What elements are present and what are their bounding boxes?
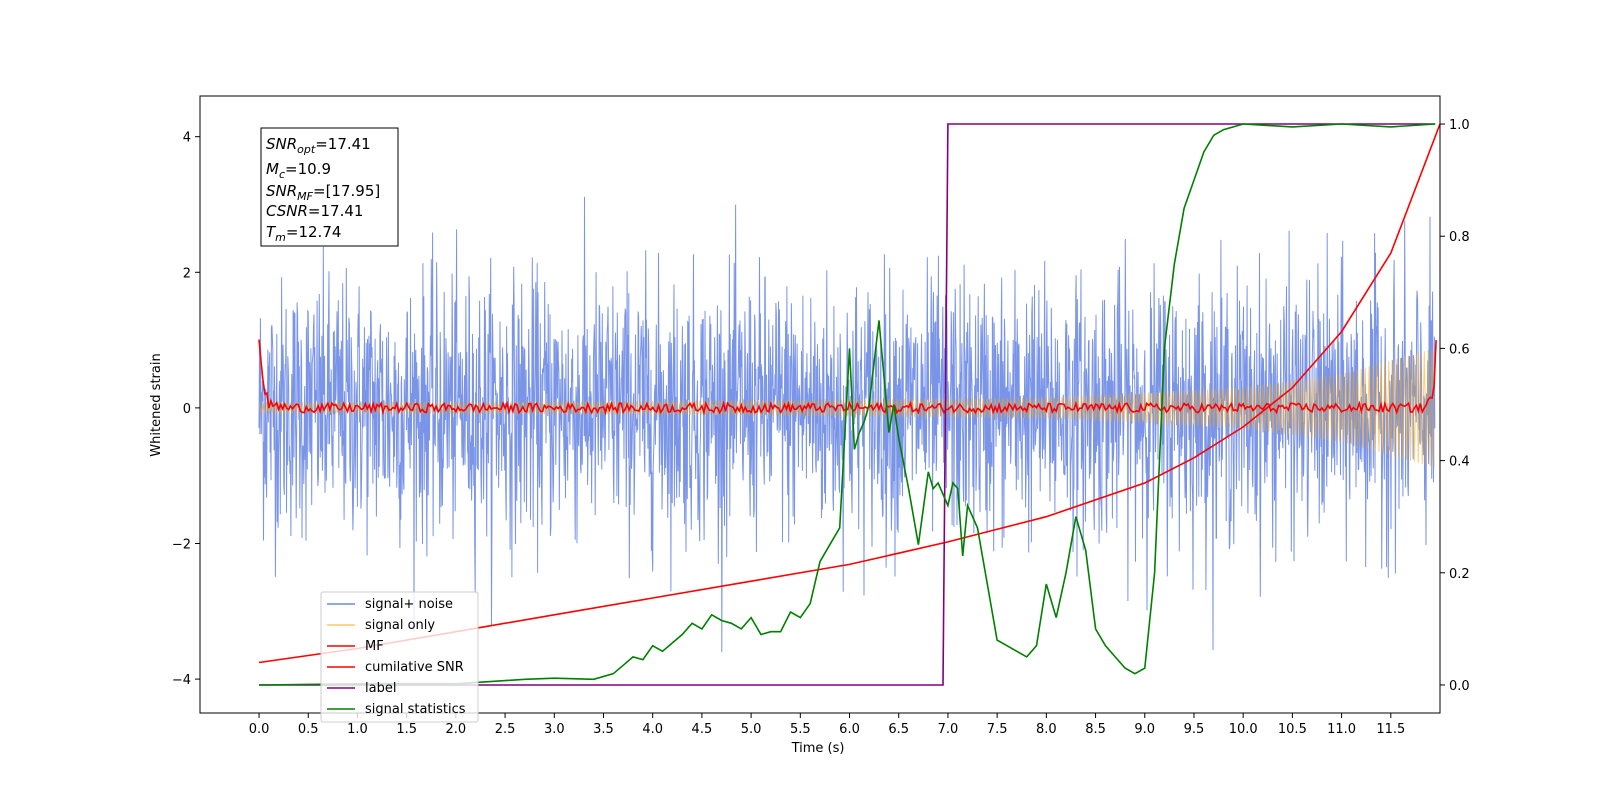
x-tick-label: 3.0	[544, 722, 565, 737]
svg-text:cumilative SNR: cumilative SNR	[365, 660, 464, 675]
x-tick-label: 4.0	[642, 722, 663, 737]
y-right-tick-label: 0.6	[1449, 342, 1470, 357]
label-line	[259, 123, 1436, 686]
x-tick-label: 9.5	[1184, 722, 1205, 737]
x-tick-label: 5.5	[790, 722, 811, 737]
x-axis-label: Time (s)	[791, 741, 845, 756]
y-left-tick-label: −2	[172, 537, 191, 552]
svg-text:MF: MF	[365, 639, 384, 654]
x-tick-label: 10.5	[1278, 722, 1307, 737]
legend-entry-signal-noise: signal+ noise	[327, 597, 453, 612]
svg-text:signal statistics: signal statistics	[365, 702, 466, 717]
y-left-tick-label: −4	[172, 673, 191, 688]
cumulative-snr-line	[258, 123, 1441, 664]
y-right-tick-label: 0.8	[1449, 230, 1470, 245]
annotation-tm: Tm=12.74	[266, 223, 341, 244]
x-tick-label: 10.0	[1229, 722, 1258, 737]
y-axis-right: 0.0 0.2 0.4 0.6 0.8 1.0	[1440, 118, 1470, 694]
x-tick-label: 2.5	[495, 722, 516, 737]
legend: signal+ noise signal only MF cumilative …	[320, 591, 479, 723]
x-tick-label: 6.0	[839, 722, 860, 737]
x-tick-label: 7.0	[938, 722, 959, 737]
x-tick-label: 8.5	[1085, 722, 1106, 737]
mf-line	[258, 339, 1437, 416]
plot-area	[258, 123, 1441, 686]
x-tick-label: 11.5	[1376, 722, 1405, 737]
signal-statistics-line	[258, 123, 1436, 686]
x-tick-label: 9.0	[1134, 722, 1155, 737]
y-right-tick-label: 1.0	[1449, 118, 1470, 133]
legend-entry-signal-only: signal only	[327, 618, 435, 633]
x-axis: 0.0 0.5 1.0 1.5 2.0 2.5 3.0 3.5 4.0 4.5 5.0 5.5 6.0 6…	[249, 713, 1405, 737]
x-tick-label: 11.0	[1327, 722, 1356, 737]
x-tick-label: 4.5	[692, 722, 713, 737]
y-axis-left: −4 −2 0 2 4	[172, 131, 200, 688]
x-tick-label: 6.5	[888, 722, 909, 737]
y-left-tick-label: 4	[183, 131, 191, 146]
annotation-mc: Mc=10.9	[266, 160, 331, 181]
x-tick-label: 2.0	[446, 722, 467, 737]
svg-text:label: label	[365, 681, 396, 696]
x-tick-label: 0.5	[298, 722, 319, 737]
legend-entry-mf: MF	[327, 639, 384, 654]
svg-text:signal+ noise: signal+ noise	[365, 597, 453, 612]
y-left-tick-label: 0	[183, 402, 191, 417]
legend-entry-signal-statistics: signal statistics	[327, 702, 466, 717]
annotation-box: SNRopt=17.41 Mc=10.9 SNRMF=[17.95] CSNR=…	[260, 127, 399, 247]
annotation-snr-mf: SNRMF=[17.95]	[266, 182, 380, 203]
y-right-tick-label: 0.4	[1449, 455, 1470, 470]
x-tick-label: 8.0	[1036, 722, 1057, 737]
x-tick-label: 1.5	[396, 722, 417, 737]
x-tick-label: 1.0	[347, 722, 368, 737]
x-tick-label: 7.5	[987, 722, 1008, 737]
legend-entry-cumulative-snr: cumilative SNR	[327, 660, 464, 675]
x-tick-label: 5.0	[741, 722, 762, 737]
x-tick-label: 0.0	[249, 722, 270, 737]
axes-frame	[199, 95, 1441, 714]
y-axis-label: Whitened strain	[149, 353, 164, 456]
annotation-csnr: CSNR=17.41	[266, 202, 363, 220]
y-right-tick-label: 0.0	[1449, 679, 1470, 694]
y-right-tick-label: 0.2	[1449, 567, 1470, 582]
annotation-snr-opt: SNRopt=17.41	[266, 135, 371, 156]
legend-entry-label: label	[327, 681, 396, 696]
x-tick-label: 3.5	[593, 722, 614, 737]
y-left-tick-label: 2	[183, 266, 191, 281]
svg-text:signal only: signal only	[365, 618, 435, 633]
